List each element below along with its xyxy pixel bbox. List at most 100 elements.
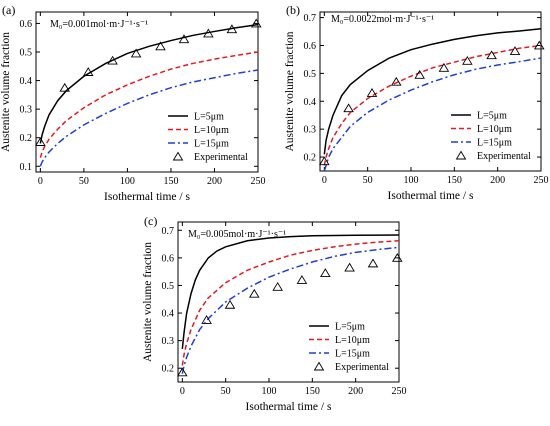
data-point-experimental <box>59 82 71 92</box>
data-point-experimental <box>130 48 142 58</box>
y-tick-label: 0.3 <box>20 105 33 116</box>
data-point-experimental <box>367 258 379 268</box>
legend-marker-experimental <box>172 151 184 161</box>
plot-frame <box>35 11 259 173</box>
chart-panel-2: (c) M₀=0.005mol·m·J⁻¹·s⁻¹ 0 50 100 150 200 250 0… <box>142 214 407 413</box>
y-tick-label: 0.5 <box>304 69 317 80</box>
annotation-mobility: M₀=0.0022mol·m·J⁻¹·s⁻¹ <box>331 14 434 25</box>
series-line-1 <box>181 240 399 366</box>
data-point-experimental <box>391 252 403 262</box>
series-line-0 <box>39 23 258 144</box>
x-tick-label: 250 <box>392 386 407 397</box>
panel-label: (b) <box>286 3 300 17</box>
y-tick-label: 0.4 <box>20 76 33 87</box>
data-point-experimental <box>462 55 473 65</box>
y-axis-title: Austenite volume fraction <box>142 242 154 362</box>
x-tick-label: 0 <box>322 175 327 186</box>
x-tick-label: 50 <box>363 175 373 186</box>
data-point-experimental <box>343 103 354 113</box>
y-tick-label: 0.4 <box>304 97 317 108</box>
x-tick-label: 0 <box>38 176 43 187</box>
y-tick-label: 0.7 <box>304 13 317 24</box>
y-tick-label: 0.7 <box>162 226 175 237</box>
x-tick-label: 100 <box>262 386 277 397</box>
legend-label: L=10μm <box>477 124 512 135</box>
data-point-experimental <box>107 55 118 65</box>
data-point-experimental <box>177 367 188 377</box>
x-tick-label: 150 <box>163 176 178 187</box>
y-tick-label: 0.4 <box>162 309 175 320</box>
y-tick-label: 0.5 <box>162 281 175 292</box>
data-point-experimental <box>203 28 214 38</box>
y-axis-title: Austenite volume fraction <box>0 32 12 152</box>
y-tick-label: 0.2 <box>304 153 317 164</box>
y-tick-label: 0.2 <box>20 133 33 144</box>
y-tick-label: 0.2 <box>162 364 175 375</box>
data-point-experimental <box>486 50 497 60</box>
y-tick-label: 0.6 <box>20 19 33 30</box>
plot-frame <box>319 11 542 172</box>
series-line-0 <box>181 234 399 349</box>
y-tick-label: 0.3 <box>304 125 317 136</box>
series-line-2 <box>181 246 399 374</box>
data-point-experimental <box>178 34 190 44</box>
x-tick-label: 100 <box>120 176 135 187</box>
data-point-experimental <box>320 268 331 277</box>
legend-label: L=10μm <box>194 125 229 136</box>
legend-label: L=10μm <box>335 335 370 346</box>
data-point-experimental <box>414 69 425 79</box>
legend-label: L=5μm <box>335 322 365 333</box>
x-tick-label: 0 <box>180 386 185 397</box>
x-tick-label: 250 <box>251 176 266 187</box>
data-point-experimental <box>390 76 402 86</box>
data-point-experimental <box>366 88 378 97</box>
x-tick-label: 200 <box>490 175 505 186</box>
legend-label: L=5μm <box>194 112 224 123</box>
x-tick-label: 250 <box>534 175 549 186</box>
x-axis-title: Isothermal time / s <box>104 191 190 203</box>
data-point-experimental <box>155 41 166 51</box>
x-tick-label: 150 <box>447 175 462 186</box>
y-tick-label: 0.1 <box>20 162 33 173</box>
x-tick-label: 200 <box>207 176 222 187</box>
data-point-experimental <box>509 46 521 56</box>
legend-marker-experimental <box>455 150 467 160</box>
series-line-2 <box>39 69 258 167</box>
data-point-experimental <box>272 281 283 291</box>
data-point-experimental <box>224 299 236 309</box>
series-line-1 <box>39 51 258 158</box>
panel-label: (c) <box>144 214 157 228</box>
data-point-experimental <box>319 156 330 166</box>
data-point-experimental <box>344 262 355 272</box>
legend-marker-experimental <box>313 361 325 371</box>
x-tick-label: 200 <box>348 386 363 397</box>
legend-label: L=15μm <box>335 349 370 360</box>
plot-frame <box>177 221 400 383</box>
legend-label: Experimental <box>194 152 248 163</box>
x-axis-title: Isothermal time / s <box>388 190 474 202</box>
annotation-mobility: M₀=0.005mol·m·J⁻¹·s⁻¹ <box>188 229 286 240</box>
legend-label: L=15μm <box>194 139 229 150</box>
series-line-1 <box>323 44 541 166</box>
x-tick-label: 150 <box>305 386 320 397</box>
data-point-experimental <box>201 315 212 324</box>
y-tick-label: 0.5 <box>20 48 33 59</box>
x-tick-label: 50 <box>221 386 231 397</box>
chart-panel-1: (b) M₀=0.0022mol·m·J⁻¹·s⁻¹ 0 50 100 150 200 250… <box>284 3 549 202</box>
series-line-2 <box>323 57 541 171</box>
legend-label: Experimental <box>477 151 531 162</box>
data-point-experimental <box>82 67 94 76</box>
y-tick-label: 0.6 <box>162 253 175 264</box>
data-point-experimental <box>533 40 545 50</box>
x-axis-title: Isothermal time / s <box>246 401 332 413</box>
data-point-experimental <box>248 288 260 298</box>
annotation-mobility: M₀=0.001mol·m·J⁻¹·s⁻¹ <box>50 19 148 30</box>
y-axis-title: Austenite volume fraction <box>284 31 296 151</box>
y-tick-label: 0.6 <box>304 41 317 52</box>
series-line-0 <box>323 27 541 155</box>
y-tick-label: 0.3 <box>162 336 175 347</box>
x-tick-label: 50 <box>79 176 89 187</box>
data-point-experimental <box>438 62 450 72</box>
data-point-experimental <box>226 24 238 34</box>
